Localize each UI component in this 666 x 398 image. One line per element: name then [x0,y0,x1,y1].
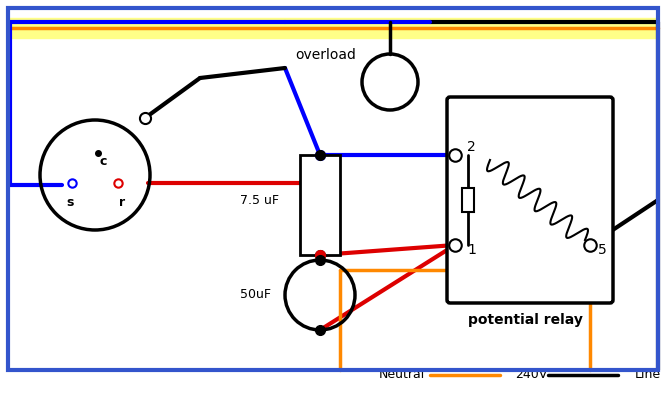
Text: 2: 2 [467,140,476,154]
Text: potential relay: potential relay [468,313,583,327]
Text: r: r [119,196,125,209]
Text: 7.5 uF: 7.5 uF [240,193,279,207]
Text: c: c [99,155,107,168]
FancyBboxPatch shape [462,188,474,212]
Text: overload: overload [295,48,356,62]
Text: 5: 5 [598,243,607,257]
Text: Neutral: Neutral [379,369,425,382]
Text: 1: 1 [467,243,476,257]
Text: s: s [67,196,74,209]
FancyBboxPatch shape [447,97,613,303]
Text: Line: Line [635,369,661,382]
FancyBboxPatch shape [300,155,340,255]
Text: 50uF: 50uF [240,289,271,302]
Text: 240V: 240V [515,369,547,382]
